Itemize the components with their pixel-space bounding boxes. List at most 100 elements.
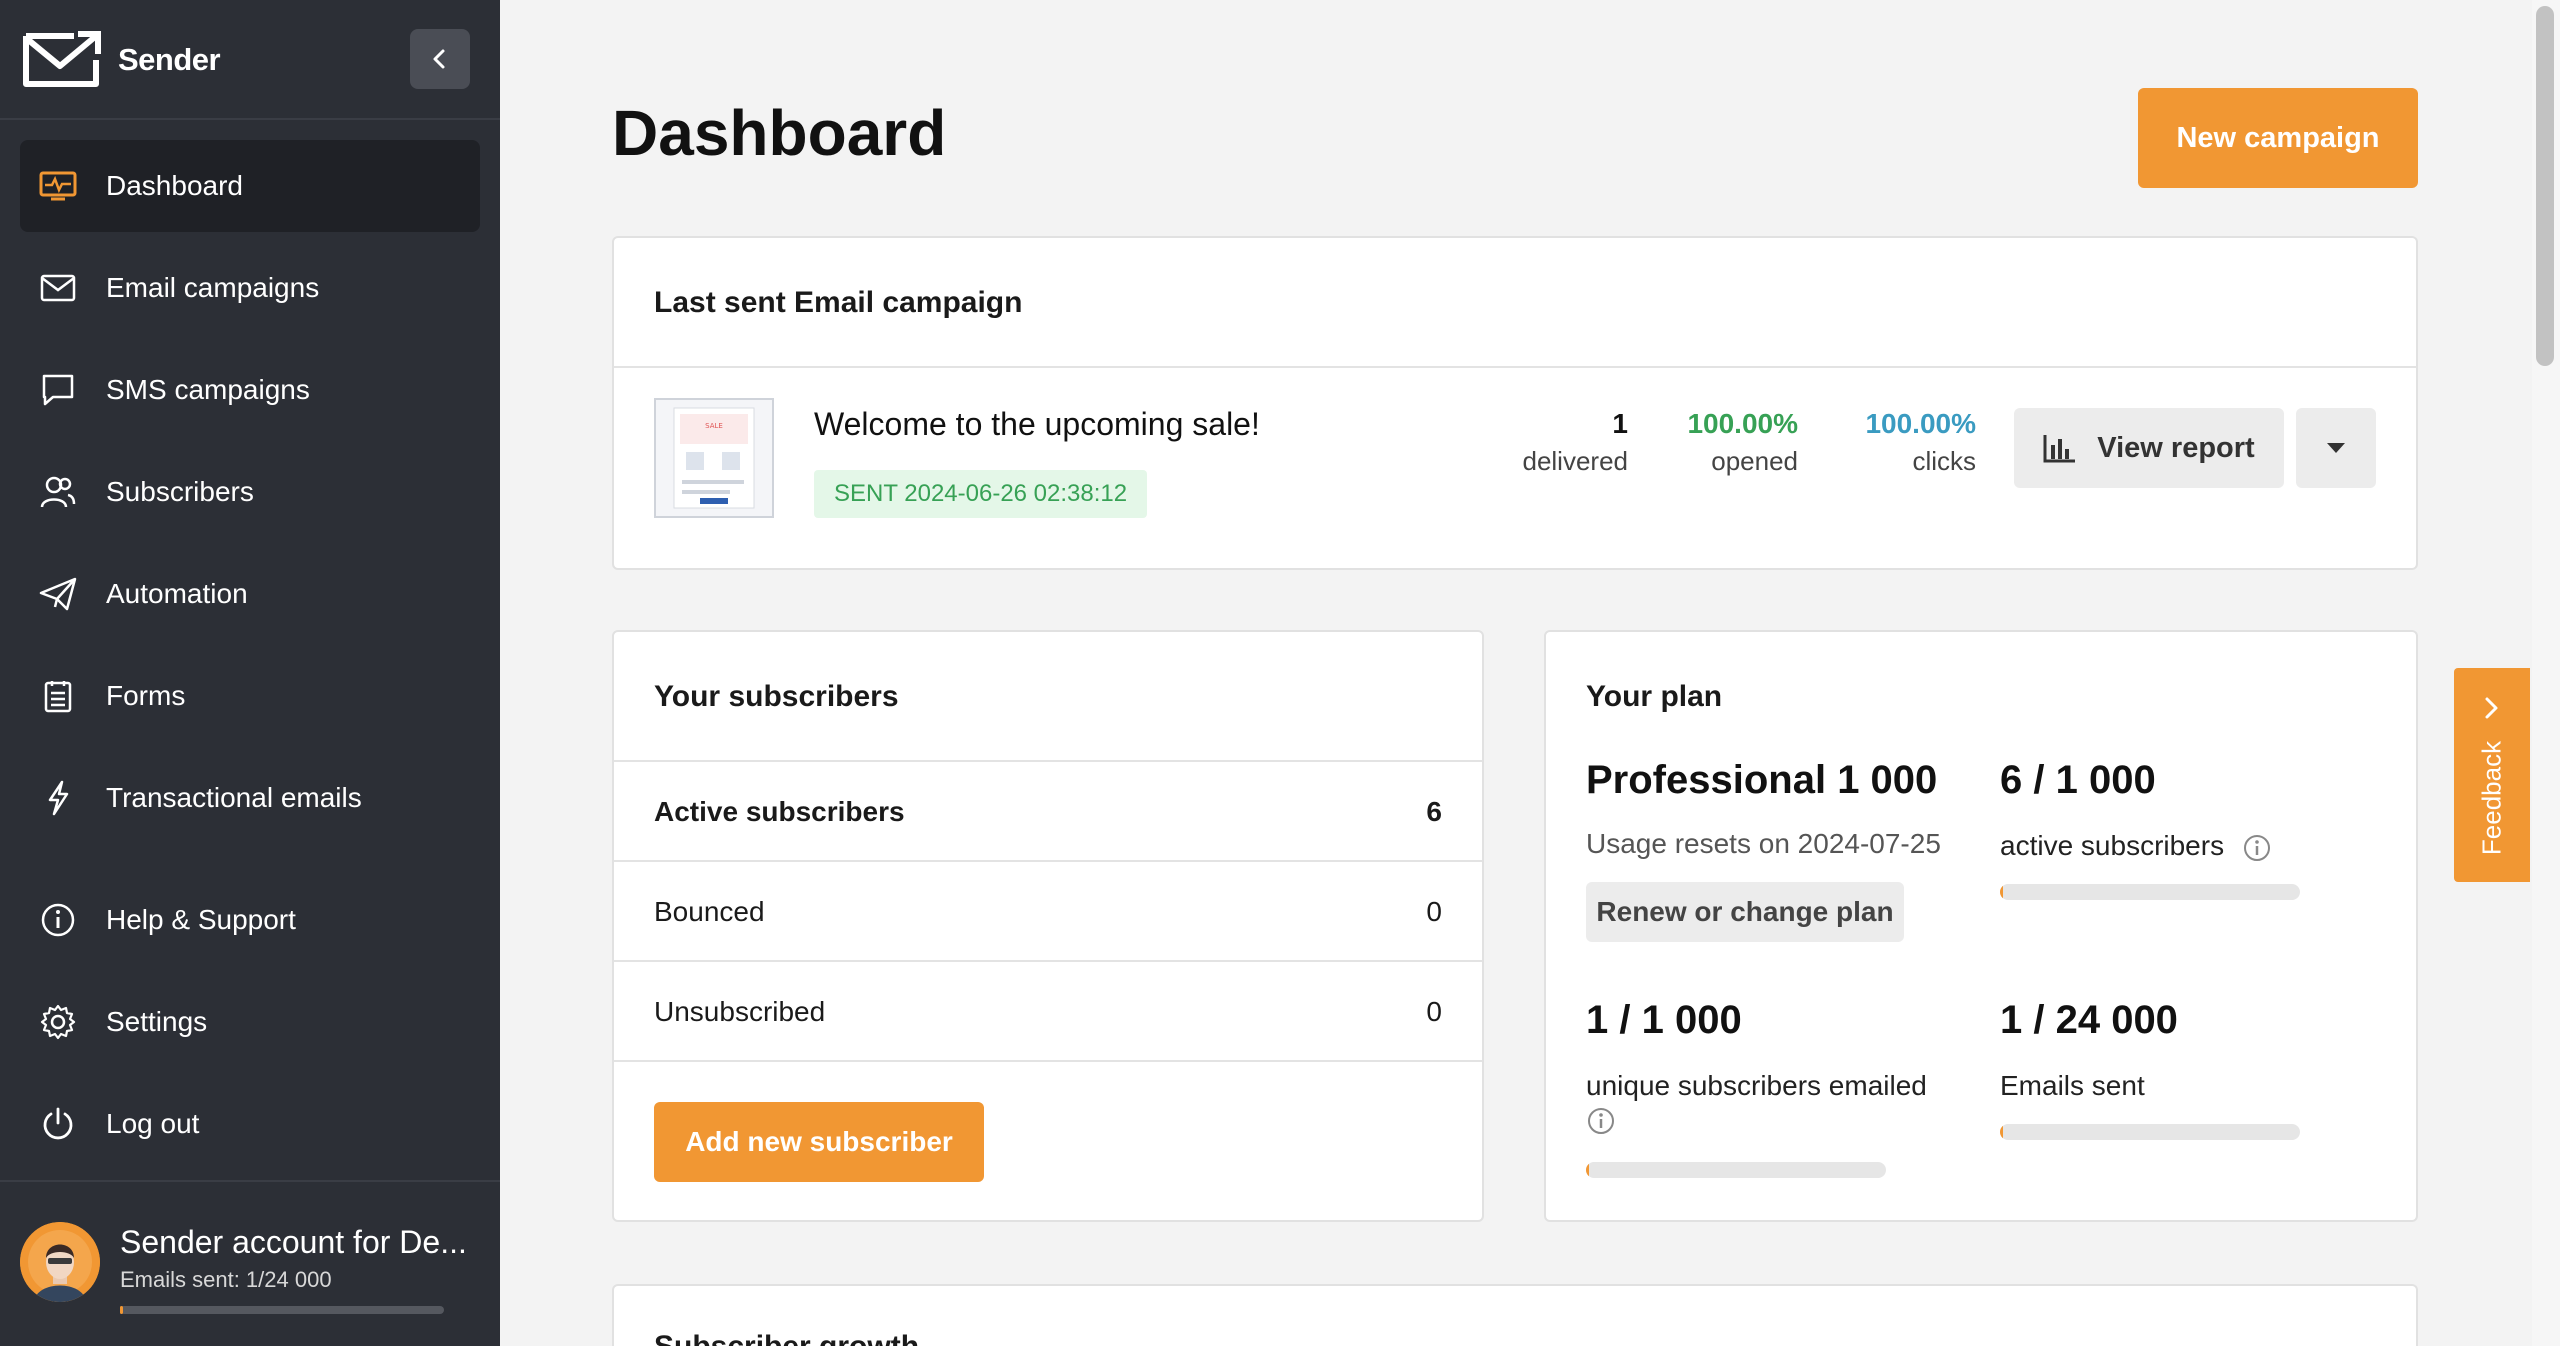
subscriber-growth-card: Subscriber growth	[612, 1284, 2418, 1346]
emails-sent-label: Emails sent	[2000, 1070, 2145, 1101]
add-new-subscriber-button[interactable]: Add new subscriber	[654, 1102, 984, 1182]
divider	[0, 1180, 500, 1182]
card-title: Subscriber growth	[654, 1330, 919, 1346]
new-campaign-button[interactable]: New campaign	[2138, 88, 2418, 188]
divider	[614, 860, 1482, 862]
progress-fill	[2000, 1124, 2003, 1140]
sidebar-item-sms-campaigns[interactable]: SMS campaigns	[20, 344, 480, 436]
lightning-icon	[38, 778, 78, 818]
divider	[614, 1060, 1482, 1062]
page-title: Dashboard	[612, 97, 947, 169]
users-icon	[38, 472, 78, 512]
row-value-unsubscribed: 0	[1426, 996, 1442, 1027]
row-value-active: 6	[1426, 796, 1442, 827]
card-title: Last sent Email campaign	[654, 286, 1023, 319]
sidebar-item-label: Forms	[106, 680, 186, 711]
unique-emailed-progress	[1586, 1162, 1886, 1178]
sidebar-item-dashboard[interactable]: Dashboard	[20, 140, 480, 232]
account-switcher[interactable]: Sender account for De... Emails sent: 1/…	[20, 1222, 480, 1332]
account-emails-sent: Emails sent: 1/24 000	[120, 1267, 332, 1292]
sidebar-item-subscribers[interactable]: Subscribers	[20, 446, 480, 538]
progress-fill	[1586, 1162, 1589, 1178]
card-title: Your plan	[1586, 680, 1723, 713]
brand-name: Sender	[118, 42, 221, 77]
stat-label: delivered	[1522, 446, 1628, 476]
campaign-name[interactable]: Welcome to the upcoming sale!	[814, 406, 1260, 442]
divider	[614, 760, 1482, 762]
logo-envelope-icon	[23, 31, 101, 87]
sidebar-item-settings[interactable]: Settings	[20, 976, 480, 1068]
active-subscribers-label: active subscribers	[2000, 830, 2225, 861]
stat-value: 1	[1612, 408, 1628, 439]
sidebar-item-label: Dashboard	[106, 170, 243, 201]
report-options-dropdown[interactable]	[2296, 408, 2376, 488]
view-report-button[interactable]: View report	[2014, 408, 2284, 488]
bar-chart-icon	[2043, 435, 2076, 463]
account-name: Sender account for De...	[120, 1224, 467, 1260]
emails-sent-usage: 1 / 24 000	[2000, 998, 2178, 1042]
sidebar: Sender Dashboard Email campaigns SMS cam…	[0, 0, 500, 1346]
row-label-bounced[interactable]: Bounced	[654, 896, 765, 927]
subscribers-card: Your subscribers Active subscribers 6 Bo…	[612, 630, 1484, 1222]
info-icon[interactable]	[2242, 833, 2272, 863]
chat-bubble-icon	[38, 370, 78, 410]
active-subscribers-progress	[2000, 884, 2300, 900]
sidebar-item-label: Log out	[106, 1108, 200, 1139]
avatar	[20, 1222, 100, 1302]
chevron-left-icon	[433, 49, 445, 69]
divider	[614, 960, 1482, 962]
unique-emailed-label: unique subscribers emailed	[1586, 1070, 1927, 1101]
feedback-tab[interactable]: Feedback	[2454, 668, 2530, 882]
account-usage-bar	[120, 1306, 444, 1314]
plan-card: Your plan Professional 1 000 Usage reset…	[1544, 630, 2418, 1222]
divider	[0, 118, 500, 120]
stat-delivered: 1 delivered	[1522, 408, 1628, 477]
sidebar-item-label: SMS campaigns	[106, 374, 310, 405]
sidebar-item-help-support[interactable]: Help & Support	[20, 874, 480, 966]
stat-clicks: 100.00% clicks	[1865, 408, 1976, 477]
sidebar-item-log-out[interactable]: Log out	[20, 1078, 480, 1170]
last-campaign-card: Last sent Email campaign SALE Welcome to…	[612, 236, 2418, 570]
dashboard-icon	[38, 166, 78, 206]
renew-plan-button[interactable]: Renew or change plan	[1586, 882, 1904, 942]
power-icon	[38, 1104, 78, 1144]
plan-reset-date: Usage resets on 2024-07-25	[1586, 828, 1941, 859]
row-label-active[interactable]: Active subscribers	[654, 796, 905, 827]
sidebar-item-automation[interactable]: Automation	[20, 548, 480, 640]
stat-opened: 100.00% opened	[1687, 408, 1798, 477]
collapse-sidebar-button[interactable]	[410, 29, 470, 89]
sidebar-item-email-campaigns[interactable]: Email campaigns	[20, 242, 480, 334]
sidebar-item-label: Email campaigns	[106, 272, 320, 303]
scrollbar-thumb[interactable]	[2536, 6, 2554, 366]
campaign-thumbnail[interactable]: SALE	[654, 398, 774, 518]
svg-text:SALE: SALE	[705, 422, 723, 430]
paper-plane-icon	[38, 574, 78, 614]
brand[interactable]: Sender	[22, 28, 221, 92]
sidebar-item-forms[interactable]: Forms	[20, 650, 480, 742]
unique-emailed-usage: 1 / 1 000	[1586, 998, 1742, 1042]
progress-fill	[2000, 884, 2003, 900]
row-value-bounced: 0	[1426, 896, 1442, 927]
active-subscribers-usage: 6 / 1 000	[2000, 758, 2156, 802]
stat-label: clicks	[1912, 446, 1976, 476]
clipboard-icon	[38, 676, 78, 716]
info-icon	[38, 900, 78, 940]
stat-label: opened	[1711, 446, 1798, 476]
active-subscribers-row: active subscribers	[2000, 830, 2272, 863]
sidebar-item-label: Transactional emails	[106, 782, 362, 813]
sidebar-item-label: Automation	[106, 578, 248, 609]
stat-value: 100.00%	[1865, 408, 1976, 439]
emails-sent-progress	[2000, 1124, 2300, 1140]
feedback-label: Feedback	[2476, 740, 2507, 856]
gear-icon	[38, 1002, 78, 1042]
caret-down-icon	[2327, 443, 2345, 453]
status-badge: SENT 2024-06-26 02:38:12	[814, 470, 1148, 518]
plan-name: Professional 1 000	[1586, 758, 1938, 802]
stat-value: 100.00%	[1687, 408, 1798, 439]
sidebar-item-label: Help & Support	[106, 904, 296, 935]
sidebar-item-transactional-emails[interactable]: Transactional emails	[20, 752, 480, 844]
row-label-unsubscribed[interactable]: Unsubscribed	[654, 996, 826, 1027]
info-icon[interactable]	[1586, 1106, 1616, 1136]
card-title: Your subscribers	[654, 680, 899, 713]
account-usage-bar-fill	[120, 1306, 124, 1314]
